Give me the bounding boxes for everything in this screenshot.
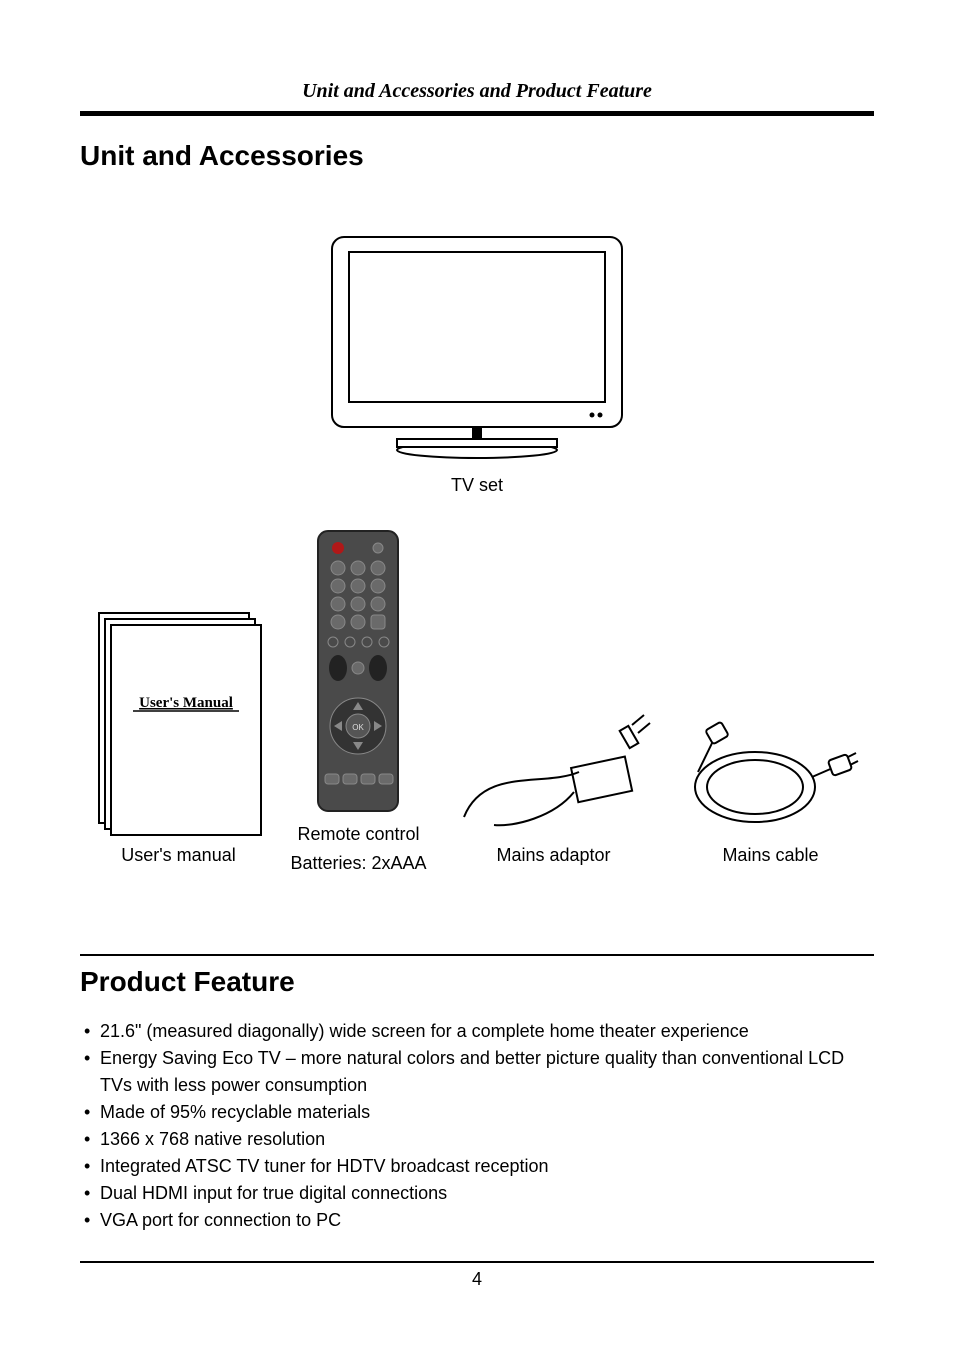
cable-item: Mains cable (680, 717, 860, 874)
tv-set-item: TV set (327, 232, 627, 496)
header-rule (80, 111, 874, 116)
section-heading-feature: Product Feature (80, 966, 874, 998)
manual-item: User's Manual User's manual (93, 607, 263, 874)
adaptor-caption: Mains adaptor (496, 845, 610, 866)
remote-item: OK Remote control Batteries: 2xAAA (290, 526, 426, 874)
feature-section: Product Feature 21.6" (measured diagonal… (80, 954, 874, 1234)
page-footer: 4 (80, 1261, 874, 1290)
cable-caption: Mains cable (722, 845, 818, 866)
feature-item: Dual HDMI input for true digital connect… (80, 1180, 874, 1207)
feature-item: VGA port for connection to PC (80, 1207, 874, 1234)
accessories-row: User's Manual User's manual (80, 526, 874, 874)
svg-text:OK: OK (353, 723, 365, 732)
feature-item: Made of 95% recyclable materials (80, 1099, 874, 1126)
page-header-title: Unit and Accessories and Product Feature (80, 80, 874, 111)
adaptor-icon (454, 707, 654, 837)
section-heading-accessories: Unit and Accessories (80, 140, 874, 172)
feature-list: 21.6" (measured diagonally) wide screen … (80, 1018, 874, 1234)
manual-cover-label: User's Manual (140, 695, 234, 711)
cable-icon (680, 717, 860, 837)
manual-icon: User's Manual (93, 607, 263, 837)
section-rule (80, 954, 874, 956)
feature-item: Integrated ATSC TV tuner for HDTV broadc… (80, 1153, 874, 1180)
feature-item: 21.6" (measured diagonally) wide screen … (80, 1018, 874, 1045)
page-number: 4 (80, 1269, 874, 1290)
accessories-area: TV set User's Manual User's manual (80, 192, 874, 874)
feature-item: Energy Saving Eco TV – more natural colo… (80, 1045, 874, 1099)
remote-sub: Batteries: 2xAAA (290, 853, 426, 874)
tv-icon (327, 232, 627, 462)
feature-item: 1366 x 768 native resolution (80, 1126, 874, 1153)
manual-caption: User's manual (121, 845, 235, 866)
tv-caption: TV set (327, 475, 627, 496)
footer-rule (80, 1261, 874, 1263)
adaptor-item: Mains adaptor (454, 707, 654, 874)
remote-caption: Remote control (297, 824, 419, 845)
remote-icon: OK (313, 526, 403, 816)
